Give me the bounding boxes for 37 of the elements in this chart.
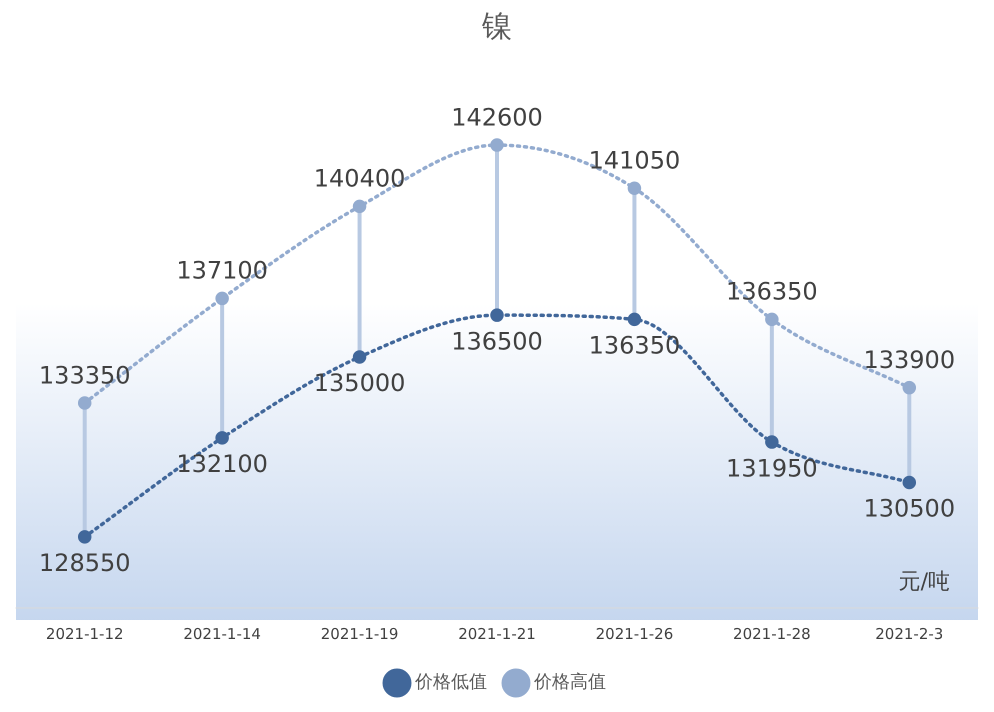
text: 元/吨 [898,570,950,595]
data-label: 131950 [726,454,818,482]
point [215,431,229,445]
data-label: 133350 [38,361,131,390]
data-label: 136500 [451,327,543,356]
chart-title: 镍 [481,8,512,44]
point [628,312,642,326]
point [765,312,779,326]
data-label: 135000 [314,369,406,398]
x-tick-label: 2021-1-21 [458,624,536,643]
point [765,435,779,449]
x-tick-label: 2021-2-3 [875,624,944,643]
data-label: 142600 [451,103,543,132]
data-label: 140400 [314,164,406,193]
point [628,182,642,196]
point [902,476,916,490]
legend-label: 价格低值 [414,672,487,693]
point [78,530,92,544]
data-label: 130500 [863,494,956,523]
x-tick-label: 2021-1-19 [320,624,398,643]
point [352,350,366,364]
point [902,380,916,394]
x-tick-label: 2021-1-28 [733,624,811,643]
point [352,200,366,214]
point [490,308,504,322]
x-tick-label: 2021-1-26 [596,624,674,643]
point [78,396,92,410]
data-label: 133900 [863,346,956,374]
data-label: 132100 [176,450,268,478]
x-tick-label: 2021-1-14 [183,624,261,643]
point [215,292,229,306]
data-label: 136350 [588,332,680,360]
point [490,138,504,152]
legend-label: 价格高值 [533,672,606,693]
x-tick-label: 2021-1-12 [46,624,124,643]
data-label: 141050 [588,146,680,175]
data-label: 128550 [38,549,131,578]
